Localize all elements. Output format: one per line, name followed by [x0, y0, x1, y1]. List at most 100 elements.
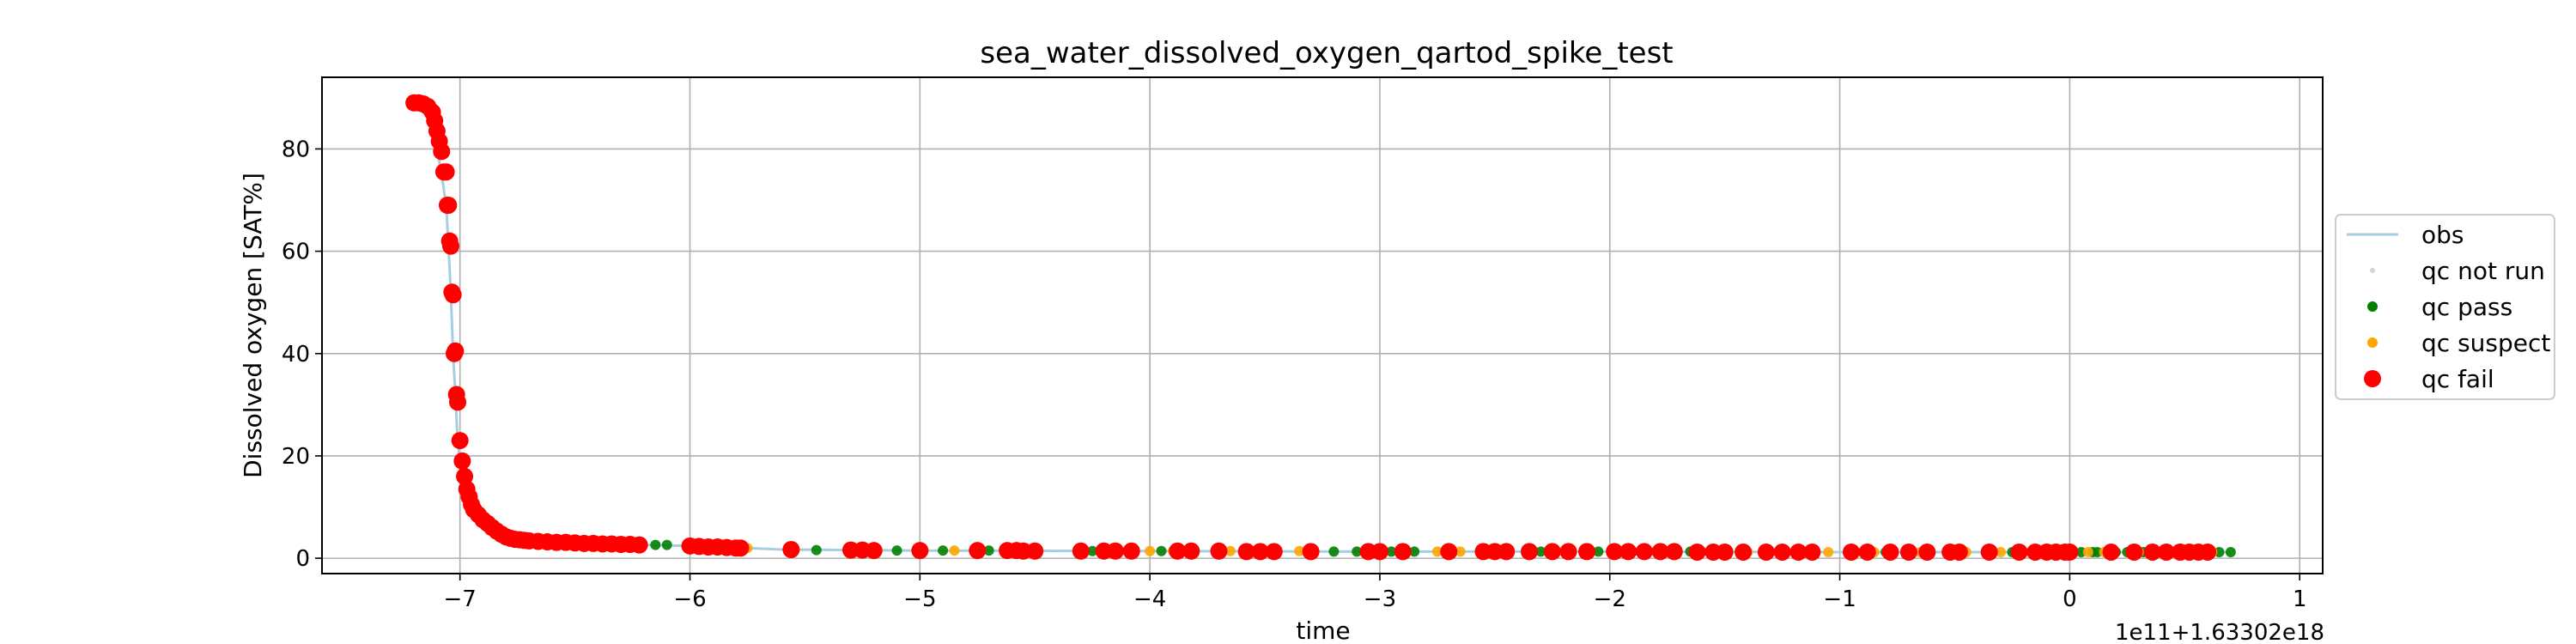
qc-suspect-point: [949, 545, 960, 556]
qc-fail-point: [2125, 543, 2143, 561]
qc-fail-point: [1918, 543, 1936, 561]
y-tick-label: 60: [282, 240, 310, 265]
x-tick-label: −7: [444, 586, 477, 612]
qc-fail-point: [433, 143, 451, 161]
qc-fail-point: [1106, 542, 1124, 560]
y-tick-label: 0: [295, 546, 310, 572]
qc-pass-point: [1328, 546, 1340, 557]
qc-fail-point: [1881, 543, 1899, 561]
qc-suspect-point: [1455, 546, 1466, 557]
qc-fail-point: [456, 467, 474, 485]
qc-fail-point: [449, 393, 467, 411]
qc-fail-point: [1688, 543, 1706, 561]
qc-fail-point: [1498, 543, 1516, 561]
qc-fail-point: [732, 539, 750, 557]
legend-label: qc pass: [2421, 293, 2512, 321]
plot-frame: [321, 76, 2324, 574]
x-offset-label: 1e11+1.63302e18: [2115, 620, 2324, 644]
qc-fail-point: [1440, 543, 1458, 561]
x-tick-label: −1: [1823, 586, 1856, 612]
qc-pass-point: [1386, 546, 1397, 557]
chart-title: sea_water_dissolved_oxygen_qartod_spike_…: [980, 36, 1673, 70]
qc-fail-point: [1716, 543, 1734, 561]
qc-fail-point: [1803, 543, 1821, 561]
qc-fail-point: [782, 540, 800, 558]
qc-suspect-point: [1996, 546, 2007, 557]
qc-fail-point: [1619, 543, 1637, 561]
qc-fail-point: [1182, 542, 1200, 560]
legend-label: qc suspect: [2421, 329, 2550, 357]
qc-fail-point: [1302, 543, 1320, 561]
qc-fail-point: [437, 163, 455, 181]
x-tick-label: 0: [2063, 586, 2077, 612]
qc-fail-point: [2199, 543, 2217, 561]
qc-fail-point: [1950, 543, 1968, 561]
qc-suspect-point: [1823, 546, 1834, 557]
qc-fail-point: [1394, 543, 1412, 561]
qc-pass-point: [983, 545, 994, 556]
qc-fail-point: [1606, 543, 1624, 561]
qc-pass-point: [1593, 546, 1604, 557]
x-tick-label: −6: [673, 586, 706, 612]
qc-fail-point: [1237, 543, 1255, 561]
qc-suspect-point: [1145, 545, 1156, 556]
qc-fail-point: [1072, 542, 1090, 560]
qc-fail-point: [2010, 543, 2028, 561]
qc-pass-point: [2225, 546, 2236, 557]
legend-marker: [2367, 301, 2378, 312]
qc-fail-point: [1370, 543, 1388, 561]
qc-fail-point: [1735, 543, 1753, 561]
legend-frame: [2335, 214, 2555, 400]
y-axis-label: Dissolved oxygen [SAT%]: [239, 173, 267, 478]
qc-fail-point: [451, 432, 469, 450]
qc-pass-point: [1352, 546, 1363, 557]
qc-fail-point: [1651, 543, 1669, 561]
qc-fail-point: [1210, 542, 1228, 560]
qc-fail-point: [1559, 543, 1577, 561]
qc-suspect-point: [1224, 545, 1236, 556]
y-tick-label: 80: [282, 137, 310, 162]
qc-fail-point: [2143, 543, 2161, 561]
qc-fail-point: [2061, 543, 2079, 561]
qc-suspect-point: [2082, 546, 2093, 557]
qc-fail-point: [440, 196, 458, 214]
qc-pass-point: [1156, 545, 1167, 556]
qc-fail-point: [1577, 543, 1595, 561]
legend: obs qc not run qc pass qc suspect qc fail: [2335, 214, 2555, 400]
x-axis-label: time: [1296, 617, 1350, 644]
qc-fail-point: [1521, 543, 1539, 561]
qc-fail-point: [1842, 543, 1860, 561]
qc-fail-point: [1858, 543, 1876, 561]
legend-marker: [2364, 370, 2381, 387]
qc-fail-point: [1899, 543, 1917, 561]
qc-fail-point: [1789, 543, 1807, 561]
legend-label: qc fail: [2421, 365, 2494, 393]
x-tick-label: −2: [1594, 586, 1626, 612]
qc-fail-point: [1265, 543, 1283, 561]
legend-label: qc not run: [2421, 257, 2545, 285]
x-tick-label: 1: [2293, 586, 2307, 612]
x-tick-label: −5: [903, 586, 936, 612]
qc-pass-point: [1409, 546, 1420, 557]
qc-fail-point: [1635, 543, 1653, 561]
qc-fail-point: [453, 452, 471, 470]
qc-pass-point: [1535, 546, 1546, 557]
qc-pass-point: [650, 539, 661, 550]
qc-pass-point: [661, 539, 672, 550]
qc-suspect-point: [1431, 546, 1443, 557]
qc-points: [405, 94, 2236, 561]
qc-fail-point: [1026, 542, 1044, 560]
qc-suspect-point: [1294, 545, 1305, 556]
qc-fail-point: [444, 286, 462, 304]
y-tick-label: 20: [282, 444, 310, 470]
qc-fail-point: [630, 536, 648, 554]
qc-fail-point: [1980, 543, 1998, 561]
qc-fail-point: [447, 342, 465, 360]
legend-marker: [2370, 268, 2375, 273]
legend-marker: [2367, 337, 2378, 348]
qc-fail-point: [969, 542, 987, 560]
qc-pass-point: [938, 545, 949, 556]
y-tick-label: 40: [282, 342, 310, 368]
